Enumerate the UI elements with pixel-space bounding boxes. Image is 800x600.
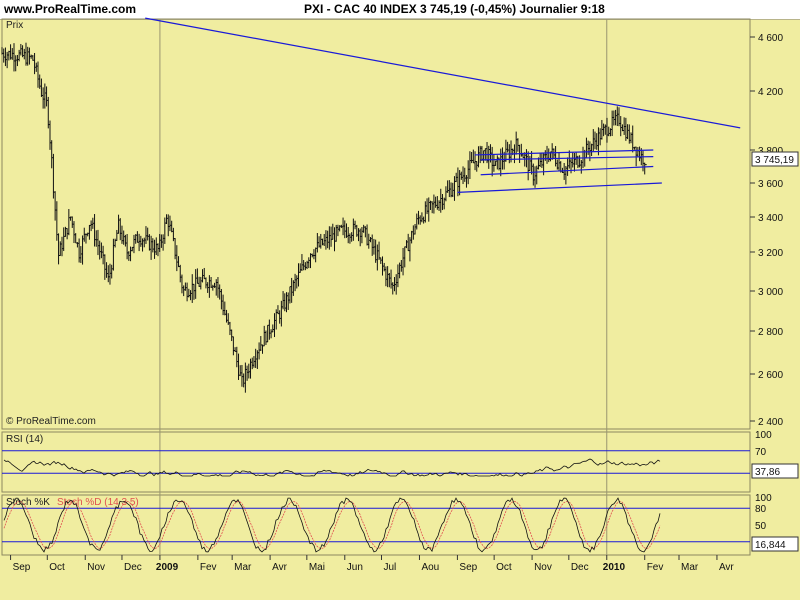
rsi-line [3,458,661,477]
rsi-panel [1,431,751,493]
price-y-tick-label: 3 000 [758,287,783,298]
rsi-y-tick-label: 100 [755,430,772,441]
trendline-channel-base[interactable] [457,182,662,193]
price-y-tick-label: 2 800 [758,327,783,338]
price-y-tick-label: 3 400 [758,213,783,224]
stoch-y-tick-label: 80 [755,504,767,515]
x-tick-label: Nov [534,562,552,573]
trendline-channel-top[interactable] [474,149,654,156]
x-tick-label: Mar [681,562,699,573]
x-tick-label: Mai [309,562,325,573]
price-y-tick-label: 3 600 [758,179,783,190]
stoch-k-line [3,497,661,553]
rsi-y-tick-label: 70 [755,447,767,458]
x-tick-label: Fev [200,562,217,573]
x-tick-label: Dec [571,562,589,573]
stoch-badge: 16,844 [751,536,799,552]
price-y-tick-label: 3 200 [758,248,783,259]
x-tick-label: Sep [459,562,477,573]
price-y-tick-label: 4 600 [758,33,783,44]
x-tick-label: Sep [13,562,31,573]
price-y-tick-label: 2 400 [758,417,783,428]
trendline-channel-mid[interactable] [480,156,654,161]
x-tick-label: 2009 [156,562,179,573]
price-badge: 3 745,19 [751,151,799,167]
price-panel [1,18,751,430]
stoch-d-line [3,501,661,549]
rsi-badge: 37,86 [751,463,799,479]
stoch-panel [1,494,751,556]
stoch-k-label: Stoch %K [6,497,50,508]
x-tick-label: Jul [384,562,397,573]
price-badge-text: 3 745,19 [755,155,794,166]
x-tick-label: 2010 [603,562,626,573]
x-tick-label: Aou [421,562,439,573]
site-name[interactable]: www.ProRealTime.com [4,2,137,16]
x-tick-label: Oct [49,562,65,573]
trendline-downtrend[interactable] [145,17,741,129]
stoch-badge-text: 16,844 [755,540,786,551]
rsi-panel-label: RSI (14) [6,434,43,445]
rsi-badge-text: 37,86 [755,467,780,478]
stoch-y-tick-label: 100 [755,493,772,504]
instrument-title: PXI - CAC 40 INDEX 3 745,19 (-0,45%) Jou… [304,2,605,16]
chart-header: www.ProRealTime.com PXI - CAC 40 INDEX 3… [0,0,800,20]
stoch-y-tick-label: 50 [755,521,767,532]
x-tick-label: Jun [347,562,363,573]
price-y-tick-label: 4 200 [758,87,783,98]
price-y-tick-label: 2 600 [758,370,783,381]
x-tick-label: Fev [647,562,664,573]
trendline-channel-low[interactable] [480,165,654,176]
x-tick-label: Avr [272,562,287,573]
x-tick-label: Nov [87,562,105,573]
stoch-d-label: Stoch %D (14 3 5) [57,497,139,508]
x-tick-label: Dec [124,562,142,573]
x-tick-label: Mar [234,562,252,573]
x-tick-label: Avr [719,562,734,573]
watermark: © ProRealTime.com [6,416,96,427]
price-panel-label: Prix [6,20,23,31]
x-tick-label: Oct [496,562,512,573]
